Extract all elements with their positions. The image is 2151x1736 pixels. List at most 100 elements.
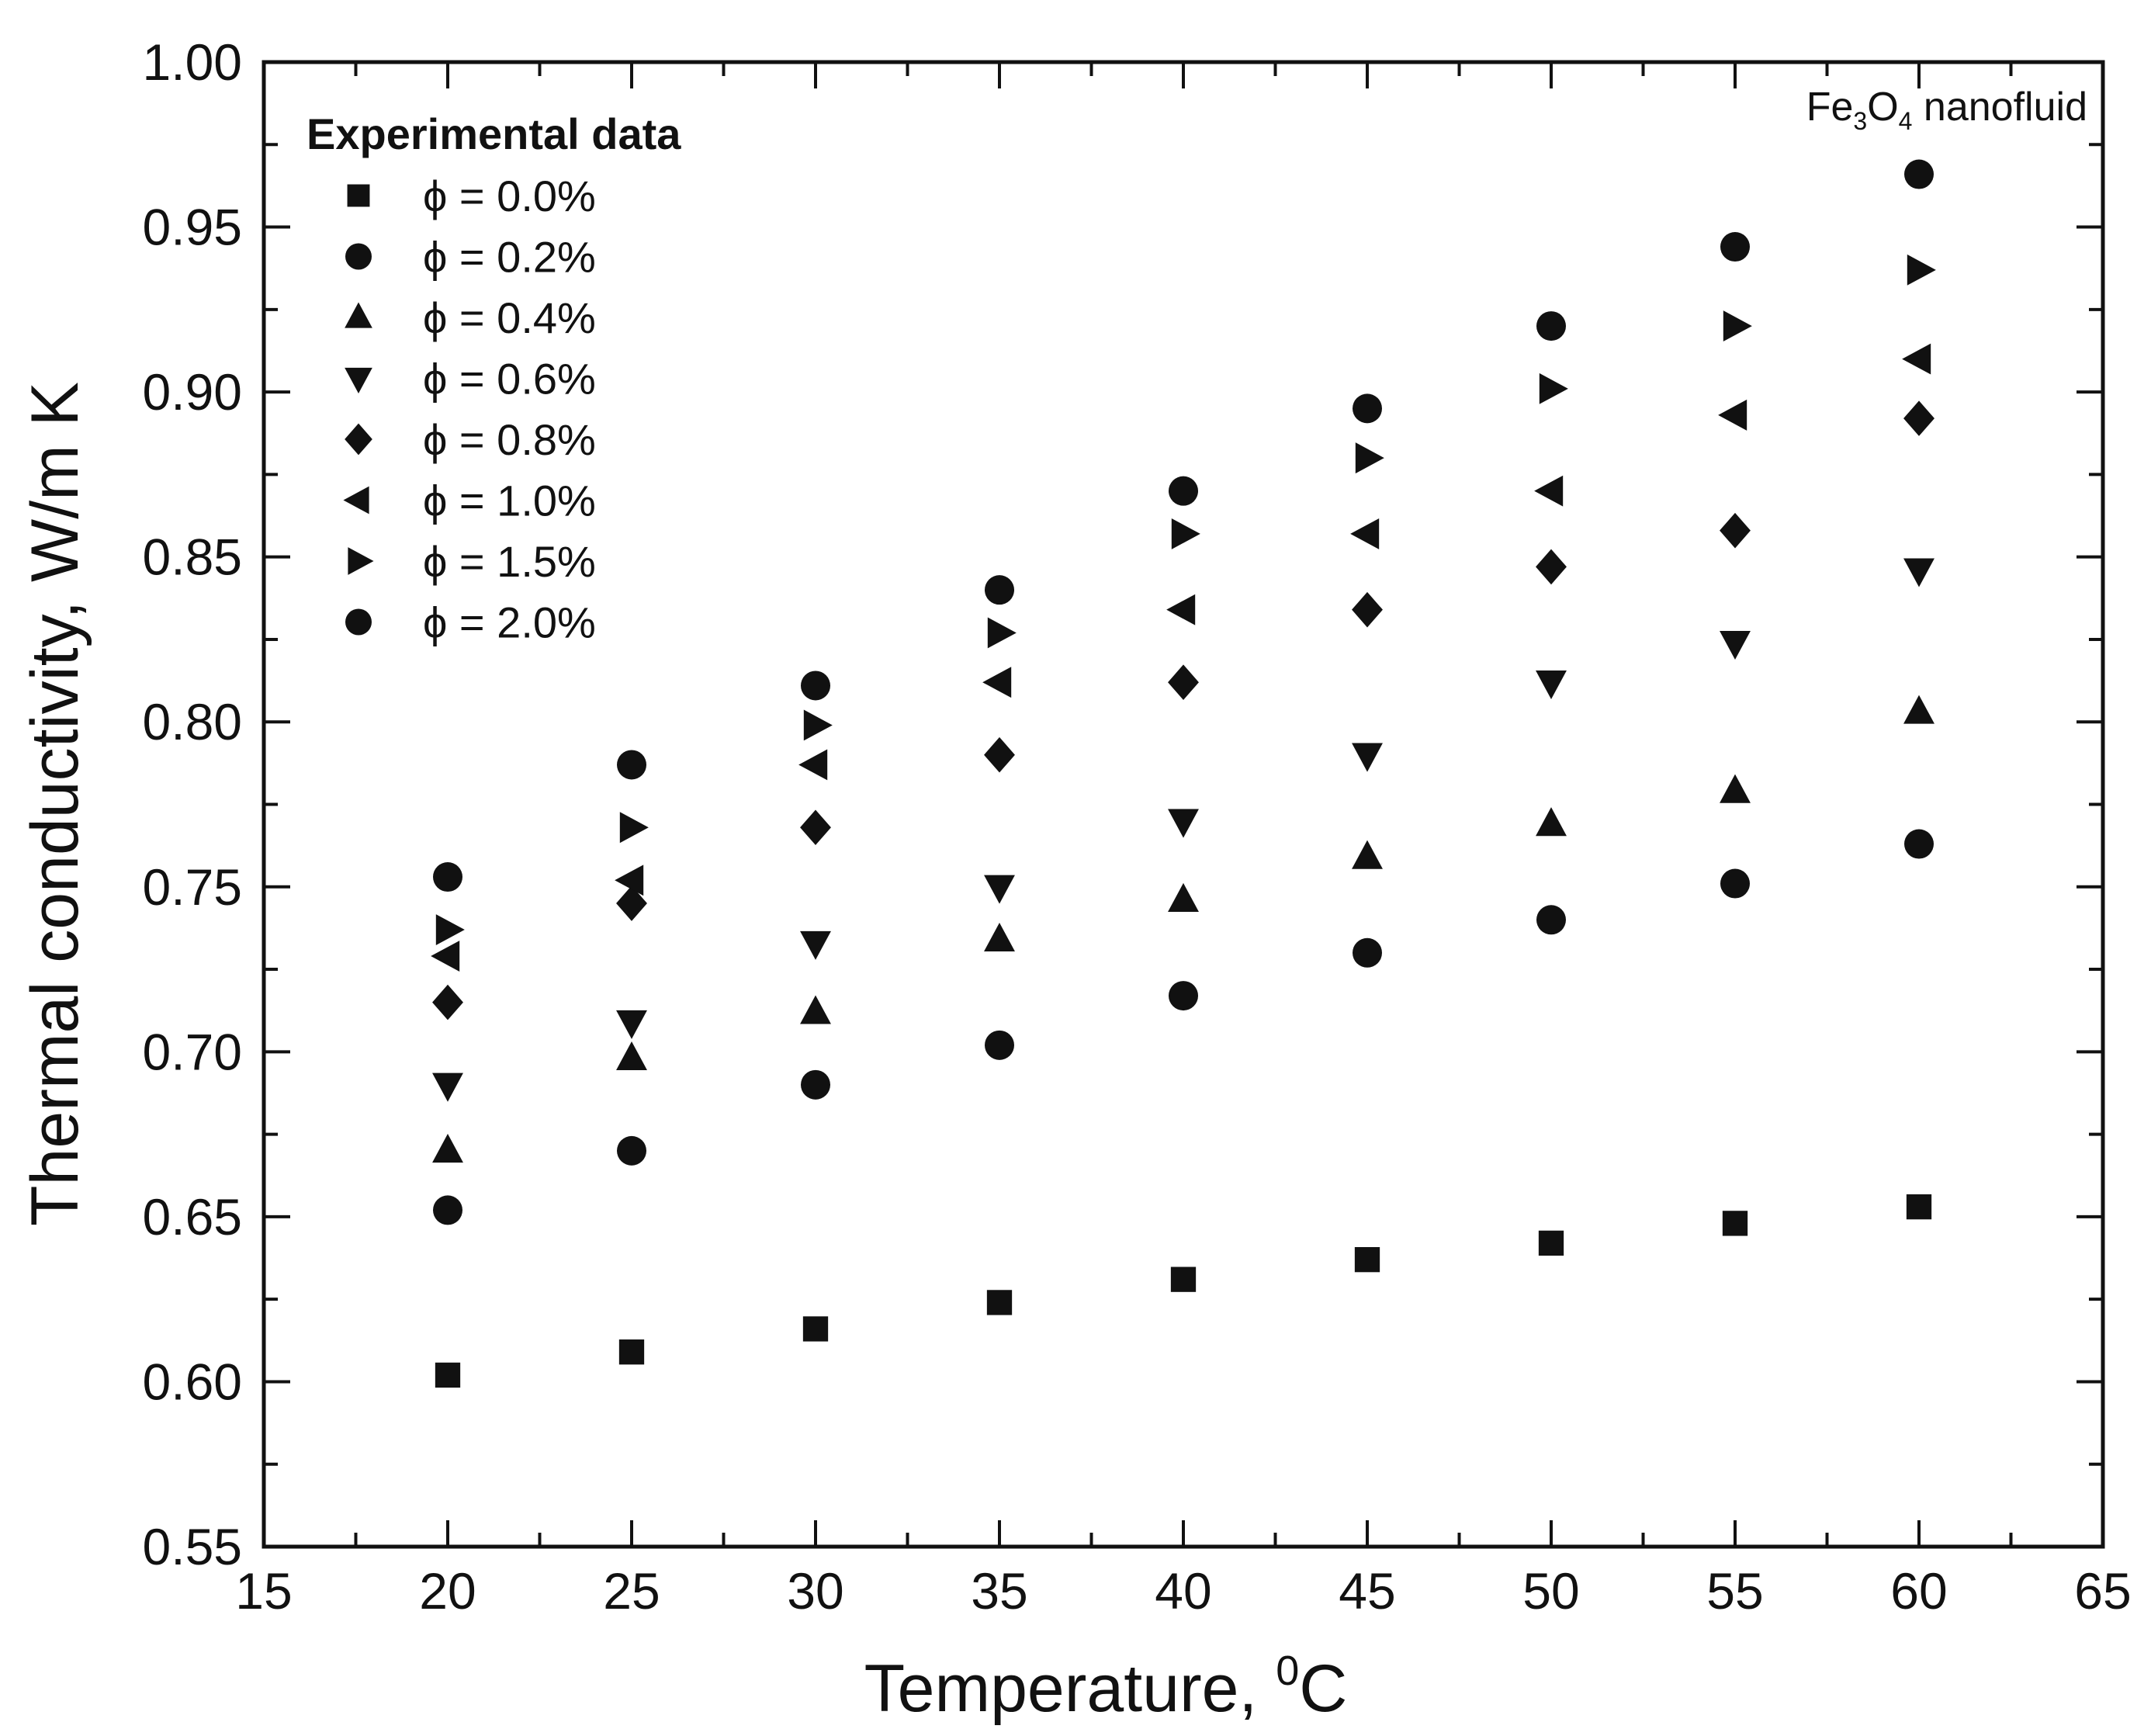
- series-7: [433, 159, 1934, 892]
- data-point: [1170, 1266, 1197, 1292]
- y-tick-label: 0.55: [143, 1518, 242, 1575]
- legend-label: ϕ = 0.4%: [423, 293, 596, 342]
- data-point: [431, 941, 460, 972]
- data-point: [987, 617, 1017, 649]
- legend-marker: [345, 367, 372, 394]
- y-tick-label: 1.00: [143, 33, 242, 91]
- data-point: [803, 709, 833, 741]
- x-axis-title-degree: 0: [1276, 1648, 1299, 1694]
- data-point: [1903, 400, 1935, 436]
- x-tick-label: 65: [2074, 1562, 2131, 1620]
- series-5: [431, 343, 1931, 972]
- y-tick-label: 0.60: [143, 1353, 242, 1410]
- data-point: [802, 1316, 829, 1342]
- data-point: [1720, 868, 1750, 899]
- data-point: [800, 930, 831, 960]
- data-point: [1538, 1230, 1564, 1256]
- y-tick-label: 0.65: [143, 1188, 242, 1246]
- legend-label: ϕ = 0.0%: [423, 172, 596, 220]
- data-point: [433, 862, 462, 892]
- data-point: [1353, 393, 1382, 424]
- data-point: [986, 1290, 1013, 1315]
- data-point: [1536, 807, 1567, 837]
- data-point: [1907, 254, 1936, 286]
- x-axis-ticks: [262, 62, 2104, 1547]
- data-point: [801, 670, 830, 701]
- data-markers: [431, 159, 1936, 1388]
- data-point: [1718, 399, 1747, 431]
- x-tick-label: 55: [1706, 1562, 1763, 1620]
- legend-label: ϕ = 0.2%: [423, 233, 596, 282]
- data-point: [1720, 232, 1750, 262]
- data-point: [1166, 594, 1196, 625]
- data-point: [1355, 442, 1384, 474]
- data-point: [1352, 591, 1383, 628]
- data-point: [1536, 549, 1567, 585]
- data-point: [984, 922, 1015, 951]
- x-tick-label: 20: [419, 1562, 476, 1620]
- data-point: [616, 1041, 647, 1071]
- legend-label: ϕ = 0.6%: [423, 355, 596, 404]
- data-point: [1169, 476, 1198, 506]
- data-point: [1720, 774, 1751, 803]
- data-point: [1354, 1247, 1380, 1273]
- annotation-sub-4: 4: [1899, 107, 1913, 135]
- data-point: [432, 984, 463, 1020]
- data-point: [1539, 372, 1568, 404]
- data-point: [435, 1362, 461, 1388]
- data-point: [617, 750, 646, 780]
- data-point: [1902, 343, 1931, 375]
- data-point: [984, 875, 1015, 904]
- series-1: [433, 829, 1934, 1225]
- series-6: [435, 254, 1936, 945]
- data-point: [1352, 840, 1383, 869]
- data-point: [1168, 809, 1199, 838]
- series-0: [435, 1194, 1932, 1388]
- data-point: [1171, 518, 1200, 549]
- series-2: [432, 695, 1935, 1163]
- annotation-rest: nanofluid: [1912, 85, 2087, 130]
- data-point: [1352, 743, 1383, 772]
- x-tick-label: 25: [603, 1562, 660, 1620]
- plot-frame: [262, 60, 2105, 1549]
- x-tick-label: 15: [235, 1562, 292, 1620]
- legend-label: ϕ = 0.8%: [423, 415, 596, 464]
- y-axis-ticks: [264, 61, 2103, 1548]
- data-point: [432, 1134, 463, 1163]
- x-tick-label: 40: [1155, 1562, 1211, 1620]
- data-point: [432, 1072, 463, 1102]
- data-point: [1903, 558, 1935, 587]
- y-axis-tick-labels: 0.55 0.60 0.65 0.70 0.75 0.80 0.85 0.90 0.95 1.00: [143, 33, 242, 1575]
- data-point: [618, 1339, 645, 1365]
- y-axis-title: Thermal conductivity, W/m K: [18, 382, 92, 1226]
- data-point: [616, 1010, 647, 1039]
- data-point: [1536, 905, 1566, 935]
- data-point: [1168, 664, 1199, 701]
- legend-marker: [345, 423, 372, 456]
- annotation-fe: Fe: [1806, 85, 1854, 130]
- x-tick-label: 50: [1522, 1562, 1579, 1620]
- legend-label: ϕ = 1.5%: [423, 537, 596, 586]
- data-point: [800, 809, 831, 846]
- legend-label: ϕ = 1.0%: [423, 476, 596, 525]
- x-axis-tick-labels: 15 20 25 30 35 40 45 50 55 60 65: [235, 1562, 2131, 1620]
- data-point: [1906, 1194, 1932, 1220]
- data-point: [616, 885, 647, 921]
- data-point: [1904, 159, 1934, 189]
- data-point: [798, 749, 828, 781]
- data-point: [1169, 981, 1198, 1011]
- data-point: [435, 914, 465, 945]
- data-point: [619, 812, 649, 844]
- data-point: [1350, 518, 1380, 549]
- series-4: [432, 400, 1935, 1020]
- data-point: [1723, 310, 1752, 342]
- y-tick-label: 0.90: [143, 363, 242, 421]
- legend-marker: [348, 547, 374, 575]
- data-point: [1536, 670, 1567, 700]
- y-tick-label: 0.80: [143, 693, 242, 750]
- y-tick-label: 0.95: [143, 199, 242, 256]
- legend-marker: [345, 302, 372, 328]
- y-tick-label: 0.75: [143, 858, 242, 916]
- y-tick-label: 0.70: [143, 1023, 242, 1080]
